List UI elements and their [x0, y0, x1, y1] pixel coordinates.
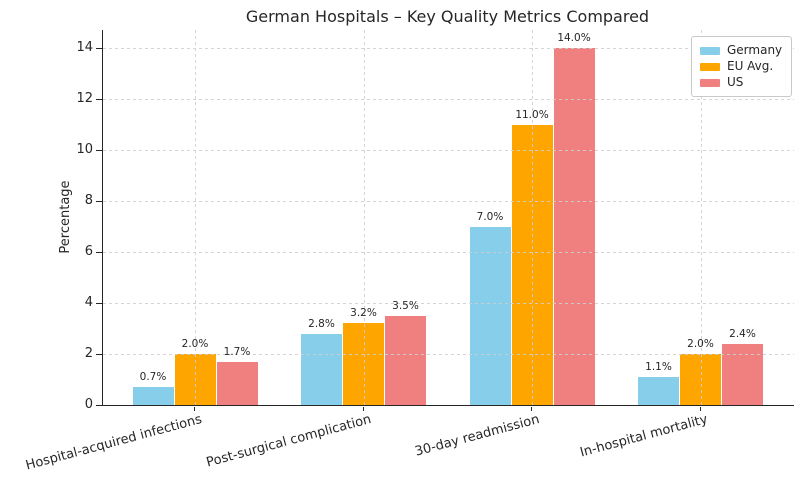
legend-swatch-eu-avg- — [700, 62, 720, 71]
y-tick-label: 6 — [84, 244, 93, 259]
bar-value-label: 14.0% — [557, 32, 591, 44]
legend-swatch-germany — [700, 46, 720, 55]
h-gridline — [103, 201, 794, 202]
y-tick-mark — [96, 354, 102, 356]
h-gridline — [103, 150, 794, 151]
bar-value-label: 11.0% — [515, 108, 549, 121]
y-tick-label: 10 — [76, 142, 93, 157]
x-tick-mark — [362, 406, 364, 411]
bar-value-label: 1.7% — [223, 345, 251, 358]
y-tick-label: 0 — [84, 397, 93, 412]
v-gridline — [363, 30, 365, 405]
legend-item: EU Avg. — [700, 59, 783, 74]
bar-value-label: 7.0% — [476, 210, 504, 223]
legend-item: Germany — [700, 43, 783, 58]
h-gridline — [103, 354, 794, 355]
legend-item: US — [700, 75, 783, 90]
bar-value-label: 0.7% — [139, 371, 167, 384]
bar-us — [385, 315, 426, 405]
x-tick-label: Hospital-acquired infections — [24, 412, 204, 474]
h-gridline — [103, 303, 794, 304]
plot-area: 0.7% 2.8% 7.0% 1.1% 2.0% 3.2% 11.0% 2.0% 1.7% 3.5… — [102, 30, 794, 406]
bar-value-label: 3.2% — [350, 307, 377, 320]
bar-value-label: 2.8% — [308, 317, 335, 330]
y-tick-mark — [96, 303, 102, 305]
h-gridline — [103, 99, 794, 100]
bar-us — [553, 48, 595, 405]
bar-us — [216, 361, 258, 405]
v-gridline — [195, 30, 196, 405]
x-tick-label: 30-day readmission — [413, 412, 541, 460]
y-tick-mark — [96, 252, 102, 254]
x-tick-label: Post-surgical complication — [204, 412, 373, 471]
legend-label: Germany — [727, 43, 783, 57]
bar-germany — [132, 387, 174, 405]
legend: Germany EU Avg. US — [691, 36, 792, 97]
y-tick-label: 8 — [84, 193, 93, 208]
y-tick-label: 4 — [84, 295, 93, 310]
h-gridline — [103, 48, 794, 49]
bar-value-label: 1.1% — [645, 360, 672, 373]
bar-germany — [469, 226, 511, 405]
y-tick-mark — [96, 150, 102, 152]
bar-value-label: 2.4% — [729, 327, 756, 340]
bar-value-label: 2.0% — [687, 338, 714, 350]
bar-value-label: 2.0% — [181, 338, 209, 350]
legend-swatch-us — [700, 78, 720, 87]
y-tick-mark — [96, 48, 102, 50]
y-tick-mark — [96, 99, 102, 101]
chart-title: German Hospitals – Key Quality Metrics C… — [245, 7, 650, 26]
y-tick-label: 12 — [76, 91, 93, 106]
legend-label: EU Avg. — [727, 59, 774, 73]
y-tick-mark — [96, 201, 102, 203]
y-tick-label: 14 — [76, 40, 93, 55]
x-tick-mark — [531, 406, 533, 411]
v-gridline — [532, 30, 533, 405]
x-tick-label: In-hospital mortality — [578, 412, 710, 461]
y-tick-mark — [96, 405, 102, 407]
bar-value-label: 3.5% — [392, 299, 419, 312]
bar-us — [722, 343, 763, 405]
bar-germany — [301, 333, 342, 405]
h-gridline — [103, 252, 794, 253]
bar-germany — [638, 376, 679, 405]
x-tick-mark — [194, 406, 196, 411]
y-tick-label: 2 — [84, 346, 93, 361]
x-tick-mark — [699, 406, 701, 411]
legend-label: US — [727, 75, 744, 89]
v-gridline — [700, 30, 702, 405]
